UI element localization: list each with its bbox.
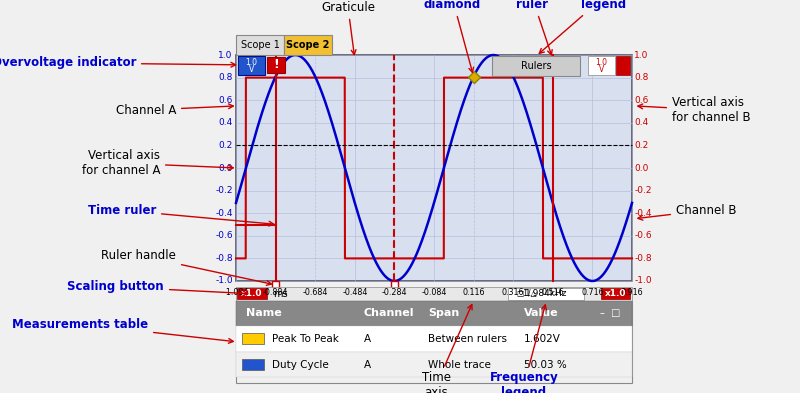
- Text: 0.116: 0.116: [462, 288, 485, 297]
- Bar: [616, 56, 630, 75]
- Text: ms: ms: [273, 289, 287, 299]
- Text: Rulers: Rulers: [521, 61, 551, 71]
- Text: -1.084: -1.084: [223, 288, 249, 297]
- Text: -0.884: -0.884: [263, 288, 288, 297]
- Text: -0.084: -0.084: [422, 288, 446, 297]
- Text: -0.284: -0.284: [382, 288, 407, 297]
- Text: -0.6: -0.6: [634, 231, 652, 240]
- Bar: [508, 288, 584, 300]
- Text: Time
axis: Time axis: [422, 305, 472, 393]
- Text: -0.684: -0.684: [302, 288, 328, 297]
- Text: Value: Value: [524, 309, 558, 318]
- Text: -0.2: -0.2: [634, 186, 652, 195]
- Text: Channel B: Channel B: [638, 204, 737, 220]
- Bar: [284, 35, 332, 55]
- Text: Time ruler: Time ruler: [88, 204, 274, 226]
- Text: A: A: [364, 334, 371, 344]
- Text: 0.4: 0.4: [218, 118, 233, 127]
- Text: 0.6: 0.6: [634, 96, 649, 105]
- Text: Span: Span: [428, 309, 459, 318]
- Text: -1.0: -1.0: [634, 277, 652, 285]
- Text: 0.8: 0.8: [218, 73, 233, 82]
- Bar: [236, 301, 632, 326]
- Text: -0.4: -0.4: [634, 209, 652, 218]
- Text: 0.8: 0.8: [634, 73, 649, 82]
- Bar: [588, 56, 615, 75]
- Text: Frequency
legend: Frequency legend: [490, 305, 558, 393]
- Text: 1.602V: 1.602V: [524, 334, 561, 344]
- Text: 0.916: 0.916: [621, 288, 643, 297]
- Text: -0.6: -0.6: [215, 231, 233, 240]
- Text: 1.0: 1.0: [218, 51, 233, 59]
- Bar: [492, 56, 580, 76]
- Text: Scope 2: Scope 2: [286, 40, 330, 50]
- Text: Ruler
legend: Ruler legend: [539, 0, 626, 53]
- Bar: [391, 281, 398, 288]
- Text: Duty Cycle: Duty Cycle: [272, 360, 329, 369]
- Text: x1.0: x1.0: [242, 289, 262, 298]
- Text: 0.0: 0.0: [218, 163, 233, 173]
- Text: 0.6: 0.6: [218, 96, 233, 105]
- Bar: [236, 55, 632, 281]
- Text: Whole trace: Whole trace: [428, 360, 491, 369]
- Text: -0.8: -0.8: [634, 254, 652, 263]
- Text: -1.0: -1.0: [215, 277, 233, 285]
- Text: Peak To Peak: Peak To Peak: [272, 334, 339, 344]
- Bar: [242, 359, 264, 370]
- Bar: [236, 301, 632, 383]
- Text: 0.316: 0.316: [502, 288, 525, 297]
- Text: Vertical axis
for channel B: Vertical axis for channel B: [638, 96, 750, 124]
- Text: 0.0: 0.0: [634, 163, 649, 173]
- Text: □1/△: □1/△: [516, 289, 537, 298]
- Bar: [272, 281, 279, 288]
- Bar: [236, 326, 632, 352]
- Text: 0.4: 0.4: [634, 118, 649, 127]
- Text: 1.984kHz: 1.984kHz: [525, 289, 568, 298]
- Text: Graticule: Graticule: [321, 1, 375, 55]
- Text: Vertical axis
for channel A: Vertical axis for channel A: [82, 149, 234, 177]
- Bar: [236, 287, 632, 301]
- Text: Scope 1: Scope 1: [241, 40, 279, 50]
- Text: 1.0: 1.0: [595, 58, 608, 67]
- Text: Between rulers: Between rulers: [428, 334, 507, 344]
- Bar: [238, 56, 265, 75]
- Text: Ruler handle: Ruler handle: [101, 249, 271, 285]
- Bar: [267, 57, 285, 73]
- Bar: [236, 352, 632, 377]
- Text: V: V: [599, 66, 604, 74]
- Text: Channel: Channel: [364, 309, 414, 318]
- Bar: [242, 333, 264, 344]
- Text: 0.2: 0.2: [634, 141, 649, 150]
- Text: A: A: [364, 360, 371, 369]
- Text: x1.0: x1.0: [605, 289, 626, 298]
- Text: -0.8: -0.8: [215, 254, 233, 263]
- Bar: [237, 288, 267, 299]
- Text: Measurements table: Measurements table: [12, 318, 234, 343]
- Text: -0.484: -0.484: [342, 288, 367, 297]
- Text: 0.516: 0.516: [542, 288, 564, 297]
- Text: 50.03 %: 50.03 %: [524, 360, 566, 369]
- Text: –  □: – □: [600, 309, 620, 318]
- Text: -0.4: -0.4: [215, 209, 233, 218]
- Text: Scaling button: Scaling button: [67, 280, 248, 296]
- Text: !: !: [273, 58, 279, 72]
- Text: 0.716: 0.716: [581, 288, 604, 297]
- Bar: [601, 288, 630, 299]
- Text: Signal
ruler: Signal ruler: [511, 0, 553, 55]
- Text: Name: Name: [246, 309, 282, 318]
- Bar: [236, 35, 284, 55]
- Text: V: V: [249, 66, 254, 74]
- Text: Channel A: Channel A: [116, 103, 234, 117]
- Text: 1.0: 1.0: [634, 51, 649, 59]
- Text: Trigger
diamond: Trigger diamond: [423, 0, 481, 72]
- Text: 1.0: 1.0: [245, 58, 258, 67]
- Text: -0.2: -0.2: [215, 186, 233, 195]
- Text: 0.2: 0.2: [218, 141, 233, 150]
- Text: Overvoltage indicator: Overvoltage indicator: [0, 56, 236, 70]
